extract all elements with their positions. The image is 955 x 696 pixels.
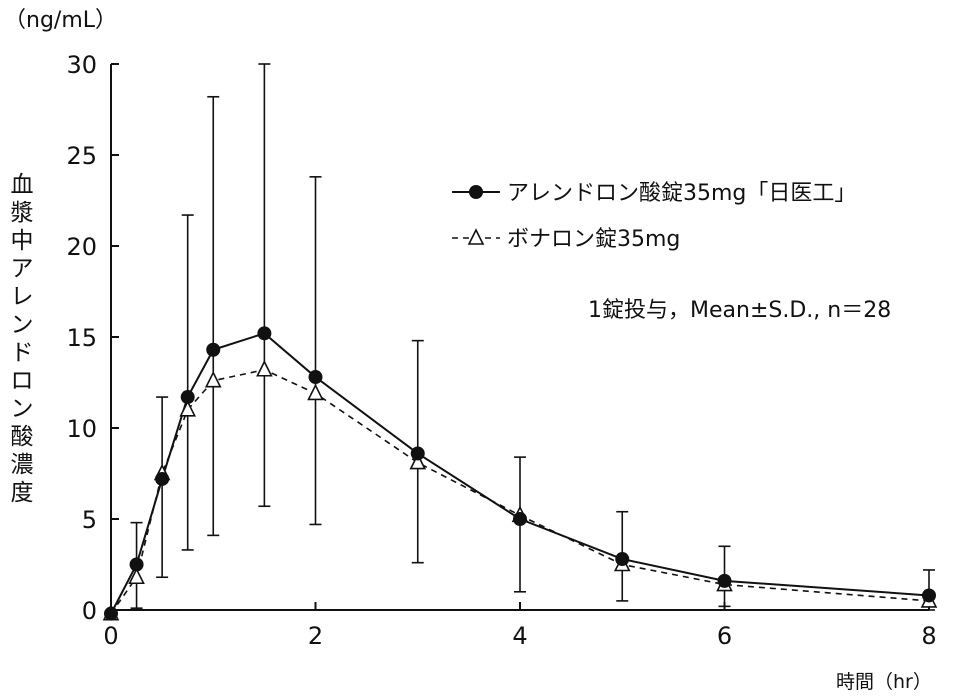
series-2-point: [128, 567, 145, 585]
y-tick-label: 25: [66, 142, 97, 170]
series-markers: [102, 326, 938, 621]
y-axis-label-char: 中: [11, 228, 34, 254]
legend-marker-series-1: [469, 185, 483, 199]
series-2-point: [204, 370, 222, 388]
legend: アレンドロン酸錠35mg「日医工」 ボナロン錠35mg: [452, 181, 856, 252]
x-tick-label: 4: [512, 622, 527, 650]
x-tick-label: 0: [103, 622, 118, 650]
y-axis-label-char: 酸: [11, 424, 34, 450]
series-1-point: [513, 512, 527, 526]
y-tick-label: 20: [66, 233, 97, 261]
series-2-point: [307, 383, 324, 401]
x-tick-label: 2: [308, 622, 323, 650]
error-bars: [130, 63, 935, 611]
series-1-point: [104, 606, 118, 621]
legend-label-series-1: アレンドロン酸錠35mg「日医工」: [507, 181, 856, 206]
series-2-point: [256, 359, 273, 377]
series-1-point: [717, 573, 732, 588]
series-1-point: [410, 446, 425, 461]
y-axis-label-char: ン: [11, 396, 34, 422]
series-1-line: [110, 332, 930, 615]
y-axis-label-char: ン: [11, 312, 34, 338]
x-tick-label: 6: [717, 622, 732, 650]
y-tick-label: 10: [66, 415, 97, 443]
y-axis-label-char: 濃: [11, 452, 34, 478]
x-tick-label: 8: [921, 622, 936, 650]
y-axis-label-char: 血: [11, 172, 34, 198]
x-axis-label: 時間（hr）: [836, 671, 932, 693]
series-1-point: [155, 471, 170, 486]
stats-annotation: 1錠投与，Mean±S.D., n＝28: [588, 298, 891, 323]
y-axis-label-char: 度: [11, 480, 34, 506]
series-2-point: [179, 400, 196, 417]
series-1-point: [308, 370, 323, 385]
y-tick-label: 30: [66, 51, 97, 79]
series-2-point: [409, 452, 427, 470]
y-ticks: 0 5 10 15 20 25 30: [66, 51, 119, 625]
series-1-point: [129, 557, 144, 572]
y-axis-label-char: ド: [11, 340, 34, 366]
legend-marker-series-2: [467, 228, 485, 245]
series-1-point: [615, 552, 630, 567]
y-unit-label: （ng/mL）: [4, 8, 117, 33]
series-2-line: [110, 368, 930, 615]
y-tick-label: 0: [82, 597, 97, 625]
series-lines: [110, 332, 930, 615]
series-1-point: [180, 390, 195, 405]
y-tick-label: 15: [66, 324, 97, 352]
y-axis-label-char: ア: [11, 256, 34, 282]
y-axis-label-char: ロ: [11, 368, 34, 394]
series-1-point: [922, 588, 936, 603]
y-axis-label-char: レ: [11, 284, 34, 310]
legend-label-series-2: ボナロン錠35mg: [507, 227, 680, 252]
y-axis-label-char: 漿: [11, 200, 34, 226]
y-tick-label: 5: [82, 506, 97, 534]
series-1-point: [206, 342, 221, 357]
series-1-point: [257, 326, 272, 341]
